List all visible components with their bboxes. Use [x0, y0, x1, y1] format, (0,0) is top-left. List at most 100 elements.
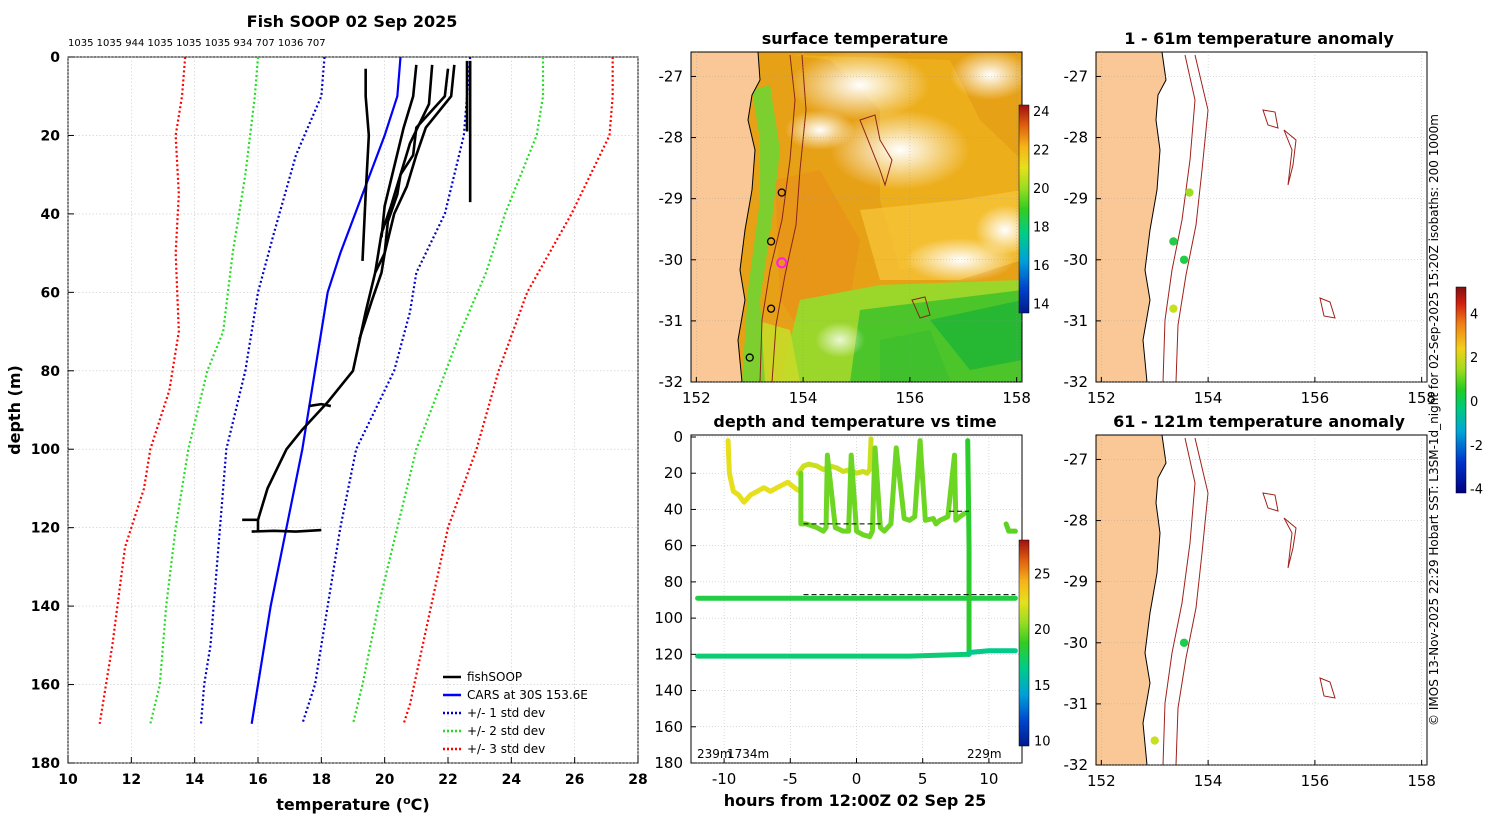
timeplot-depth-label-left: 239m — [697, 747, 732, 761]
anom1-ytick-label: -27 — [1064, 67, 1089, 85]
profile-ytick-label: 40 — [41, 207, 61, 223]
profile-xtick-label: 26 — [565, 772, 584, 788]
anomaly-colorbar-tick: -2 — [1470, 439, 1483, 454]
timeplot-depth-label-right: 229m — [967, 747, 1002, 761]
timeplot-ytick-label: 180 — [654, 754, 683, 772]
profile-series-fishsoop — [361, 68, 371, 262]
profile-top-labels: 1035 1035 944 1035 1035 1035 934 707 103… — [68, 38, 326, 49]
anom2-land — [1096, 435, 1167, 765]
anom2-ytick-label: -27 — [1064, 450, 1089, 468]
timeplot-xtick-label: 10 — [979, 770, 998, 788]
anom2-xtick-label: 152 — [1087, 772, 1116, 790]
anom2-title: 61 - 121m temperature anomaly — [1113, 412, 1405, 431]
timeplot-track — [1003, 521, 1018, 534]
anom1-xtick-label: 152 — [1087, 389, 1116, 407]
profile-ylabel: depth (m) — [5, 365, 24, 455]
timeplot-xtick-label: -5 — [783, 770, 798, 788]
sst-ytick-label: -29 — [659, 190, 684, 208]
timeplot-track — [795, 436, 874, 476]
timeplot-ytick-label: 0 — [673, 428, 683, 446]
sst-station-marker — [745, 353, 754, 362]
sst-land — [691, 52, 761, 382]
anom1-point — [1179, 255, 1189, 264]
anom2-ytick-label: -32 — [1064, 756, 1089, 774]
sst-colorbar-tick: 14 — [1033, 297, 1050, 312]
legend-label: +/- 2 std dev — [467, 724, 545, 738]
anom2-ytick-label: -31 — [1064, 695, 1089, 713]
profile-ytick-label: 80 — [41, 364, 61, 380]
sst-colorbar-tick: 18 — [1033, 220, 1050, 235]
profile-ytick-label: 140 — [31, 599, 60, 615]
credit-text: © IMOS 13-Nov-2025 22:29 Hobart SST: L3S… — [1427, 114, 1441, 726]
anom1-ytick-label: -31 — [1064, 312, 1089, 330]
timeplot-colorbar-tick: 15 — [1034, 679, 1051, 694]
timeplot-depth-label-left2: 1734m — [727, 747, 769, 761]
timeplot-ytick-label: 60 — [664, 537, 683, 555]
anom1-points — [1169, 188, 1194, 313]
profile-series-fishsoop — [308, 402, 332, 408]
sst-current-position-marker — [776, 257, 788, 269]
profile-xtick-label: 10 — [58, 772, 78, 788]
anom2-ytick-label: -29 — [1064, 573, 1089, 591]
profile-ytick-label: 60 — [41, 285, 61, 301]
sst-station-marker — [777, 188, 786, 197]
timeplot-track — [966, 648, 1018, 656]
timeplot-ytick-label: 40 — [664, 500, 683, 518]
profile-ytick-label: 100 — [31, 442, 60, 458]
anom1-xtick-label: 158 — [1407, 389, 1436, 407]
sst-station-marker — [766, 237, 776, 246]
anom1-xtick-label: 156 — [1301, 389, 1330, 407]
anom1-ytick-label: -28 — [1064, 129, 1089, 147]
timeplot-ytick-label: 140 — [654, 682, 683, 700]
timeplot-ytick-label: 120 — [654, 645, 683, 663]
profile-xtick-label: 12 — [122, 772, 141, 788]
anom2-xtick-label: 154 — [1194, 772, 1223, 790]
sst-colorbar-tick: 20 — [1033, 182, 1050, 197]
anomaly-colorbar-tick: 0 — [1470, 395, 1478, 410]
profile-series-fishsoop — [251, 528, 322, 533]
timeplot-xtick-label: 5 — [918, 770, 928, 788]
sst-ytick-label: -31 — [659, 312, 684, 330]
anomaly-colorbar-tick: 4 — [1470, 307, 1478, 322]
timeplot-track — [798, 438, 968, 540]
profile-panel: Fish SOOP 02 Sep 2025 1035 1035 944 1035… — [5, 12, 648, 814]
timeplot-xlabel: hours from 12:00Z 02 Sep 25 — [724, 791, 986, 810]
anom1-point — [1169, 304, 1178, 313]
anom1-point — [1185, 188, 1194, 197]
timeplot-reference-lines — [803, 510, 1016, 596]
anomaly-colorbar-tick: 2 — [1470, 351, 1478, 366]
timeplot-xtick-label: 0 — [852, 770, 862, 788]
sst-colorbar-tick: 16 — [1033, 259, 1050, 274]
sst-xtick-label: 154 — [789, 389, 818, 407]
profile-axes-box — [67, 56, 639, 764]
sst-xtick-label: 156 — [896, 389, 925, 407]
anom2-ytick-label: -28 — [1064, 512, 1089, 530]
timeplot-ytick-label: 80 — [664, 573, 683, 591]
profile-series--3-std — [402, 57, 614, 725]
anom1-ytick-label: -30 — [1064, 251, 1089, 269]
timeplot-track — [725, 438, 804, 505]
profile-xtick-label: 18 — [312, 772, 331, 788]
profile-series-fishsoop — [358, 64, 456, 340]
profile-series-fishsoop — [380, 64, 418, 238]
timeplot-xtick-label: -10 — [712, 770, 737, 788]
sst-station-markers — [745, 188, 788, 362]
anom2-point — [1179, 638, 1189, 647]
profile-xtick-label: 14 — [185, 772, 205, 788]
timeplot-colorbar — [1018, 539, 1030, 747]
profile-series--3-std — [98, 56, 187, 724]
legend-label: CARS at 30S 153.6E — [467, 688, 588, 702]
profile-xtick-label: 16 — [248, 772, 267, 788]
sst-colorbar-tick: 22 — [1033, 143, 1050, 158]
profile-ytick-label: 120 — [31, 521, 60, 537]
timeplot-track — [965, 438, 972, 657]
sst-colorbar-tick: 24 — [1033, 105, 1050, 120]
sst-map-panel: surface temperature — [659, 29, 1050, 407]
sst-ytick-label: -28 — [659, 129, 684, 147]
sst-xtick-label: 152 — [682, 389, 711, 407]
timeplot-ytick-label: 100 — [654, 609, 683, 627]
sst-title: surface temperature — [762, 29, 949, 48]
anomaly-shallow-panel: 1 - 61m temperature anomaly 152 154 156 158… — [1064, 29, 1436, 407]
timeplot-colorbar-tick: 25 — [1034, 567, 1051, 582]
anomaly-colorbar-tick: -4 — [1470, 483, 1483, 498]
